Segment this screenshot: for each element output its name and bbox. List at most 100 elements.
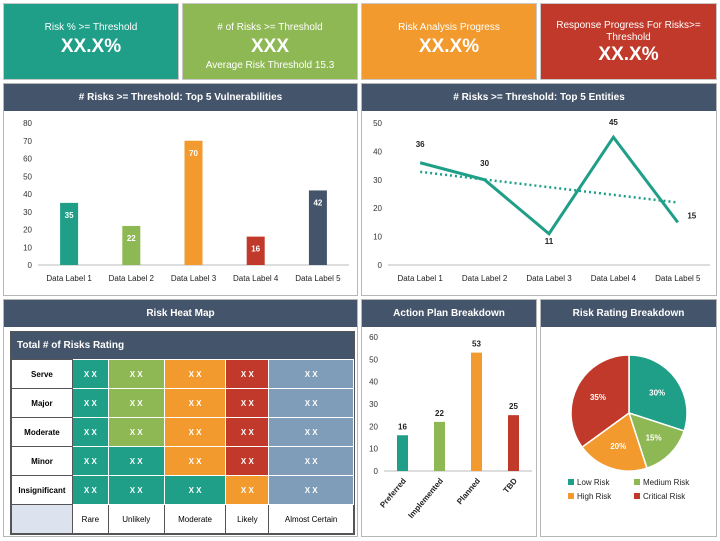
legend-swatch bbox=[634, 479, 640, 485]
action-plan-chart: 0 10 20 30 40 50 60 16 Preferred 22 Implemented 53 P… bbox=[369, 333, 532, 520]
y-tick-label: 40 bbox=[23, 190, 32, 199]
heatmap-title: Total # of Risks Rating bbox=[11, 332, 354, 359]
x-tick-label: Data Label 2 bbox=[462, 274, 508, 283]
panel-title: # Risks >= Threshold: Top 5 Vulnerabilit… bbox=[4, 84, 357, 111]
bar-data-label: 22 bbox=[127, 234, 136, 243]
heatmap-row-label: Serve bbox=[11, 359, 73, 389]
y-tick-label: 0 bbox=[374, 467, 379, 476]
y-tick-label: 10 bbox=[23, 243, 32, 252]
y-tick-label: 30 bbox=[369, 400, 378, 409]
y-tick-label: 50 bbox=[369, 355, 378, 364]
bar-data-label: 25 bbox=[509, 402, 518, 411]
bar-data-label: 16 bbox=[398, 422, 407, 431]
kpi-risk-percent: Risk % >= Threshold XX.X% bbox=[3, 3, 179, 80]
pie-slice bbox=[581, 411, 648, 472]
heatmap-col-label: Rare bbox=[71, 504, 109, 534]
vulnerabilities-panel: # Risks >= Threshold: Top 5 Vulnerabilit… bbox=[3, 83, 358, 296]
heatmap-cell: X X bbox=[71, 417, 109, 447]
y-tick-label: 10 bbox=[369, 445, 378, 454]
heatmap-cell: X X bbox=[225, 475, 270, 505]
x-tick-label: Data Label 4 bbox=[591, 274, 637, 283]
y-tick-label: 20 bbox=[373, 204, 382, 213]
kpi-label: # of Risks >= Threshold bbox=[217, 22, 323, 33]
bar-data-label: 35 bbox=[65, 211, 74, 220]
x-tick-label: Data Label 4 bbox=[233, 274, 279, 283]
kpi-sub: Average Risk Threshold 15.3 bbox=[205, 60, 335, 71]
heatmap-cell: X X bbox=[71, 475, 109, 505]
x-tick-label: Data Label 1 bbox=[46, 274, 92, 283]
y-tick-label: 10 bbox=[373, 233, 382, 242]
heatmap-cell: X X bbox=[163, 388, 227, 418]
rating-pie-chart: 30% 15% 20% 35% Low Risk Medium Risk High Risk… bbox=[568, 354, 690, 501]
x-tick-label: Data Label 1 bbox=[398, 274, 444, 283]
heatmap-col-label: Moderate bbox=[163, 504, 227, 534]
heatmap-cell: X X bbox=[107, 446, 165, 476]
y-tick-label: 30 bbox=[23, 208, 32, 217]
kpi-label: Risk % >= Threshold bbox=[44, 22, 138, 33]
panel-title: Risk Heat Map bbox=[4, 300, 357, 327]
heatmap-col-label: Likely bbox=[225, 504, 270, 534]
kpi-label: Response Progress For Risks>= Threshold bbox=[556, 20, 701, 43]
heatmap-cell: X X bbox=[268, 417, 354, 447]
vulnerabilities-chart: 0 10 20 30 40 50 60 70 80 35 Data Label 1 22 Data La… bbox=[23, 119, 349, 283]
kpi-response-progress: Response Progress For Risks>= Threshold … bbox=[540, 3, 717, 80]
y-tick-label: 70 bbox=[23, 137, 32, 146]
heatmap-row-label: Minor bbox=[11, 446, 73, 476]
heatmap-cell: X X bbox=[268, 359, 354, 389]
bar-data-label: 70 bbox=[189, 149, 198, 158]
slice-data-label: 35% bbox=[590, 393, 606, 402]
heatmap-cell: X X bbox=[225, 417, 270, 447]
x-tick-label: Preferred bbox=[378, 476, 408, 509]
heatmap-cell: X X bbox=[71, 446, 109, 476]
heatmap-panel: Risk Heat Map Total # of Risks Rating Se… bbox=[3, 299, 358, 537]
kpi-label: Risk Analysis Progress bbox=[398, 22, 500, 33]
bar-data-label: 16 bbox=[251, 245, 260, 254]
kpi-analysis-progress: Risk Analysis Progress XX.X% bbox=[361, 3, 537, 80]
y-tick-label: 40 bbox=[369, 378, 378, 387]
y-tick-label: 0 bbox=[28, 261, 33, 270]
legend-swatch bbox=[568, 479, 574, 485]
x-tick-label: Data Label 5 bbox=[295, 274, 341, 283]
bar bbox=[122, 225, 141, 265]
x-tick-label: Data Label 3 bbox=[171, 274, 217, 283]
y-tick-label: 80 bbox=[23, 119, 32, 128]
pie-slice bbox=[570, 354, 630, 449]
kpi-value: XX.X% bbox=[598, 44, 659, 65]
panel-title: # Risks >= Threshold: Top 5 Entities bbox=[362, 84, 716, 111]
heatmap-cell: X X bbox=[268, 388, 354, 418]
bar bbox=[434, 421, 445, 471]
slice-data-label: 30% bbox=[649, 389, 665, 398]
heatmap-row-label: Insignificant bbox=[11, 475, 73, 505]
heatmap-cell: X X bbox=[225, 359, 270, 389]
x-tick-label: Data Label 5 bbox=[655, 274, 701, 283]
heatmap-cell: X X bbox=[163, 446, 227, 476]
heatmap-cell: X X bbox=[163, 359, 227, 389]
bar bbox=[184, 140, 203, 265]
y-tick-label: 50 bbox=[23, 172, 32, 181]
legend-label: Critical Risk bbox=[643, 492, 686, 501]
heatmap-col-label-row: Rare Unlikely Moderate Likely Almost Certain bbox=[11, 504, 354, 534]
rating-panel: Risk Rating Breakdown 30% 15% 20% 35% Low Ri… bbox=[540, 299, 717, 537]
y-tick-label: 0 bbox=[378, 261, 383, 270]
bar-data-label: 22 bbox=[435, 409, 444, 418]
heatmap-cell: X X bbox=[71, 388, 109, 418]
heatmap-cell: X X bbox=[225, 446, 270, 476]
action-plan-panel: Action Plan Breakdown 0 10 20 30 40 50 60 16 Pre… bbox=[361, 299, 537, 537]
y-tick-label: 20 bbox=[369, 422, 378, 431]
point-data-label: 30 bbox=[480, 159, 489, 168]
y-tick-label: 20 bbox=[23, 226, 32, 235]
x-tick-label: TBD bbox=[502, 476, 520, 495]
legend-label: Medium Risk bbox=[643, 478, 690, 487]
y-tick-label: 30 bbox=[373, 176, 382, 185]
bar bbox=[308, 190, 327, 265]
heatmap-cell: X X bbox=[107, 417, 165, 447]
x-tick-label: Planned bbox=[455, 476, 482, 506]
heatmap-cell: X X bbox=[225, 388, 270, 418]
point-data-label: 36 bbox=[416, 140, 425, 149]
heatmap-cell: X X bbox=[268, 475, 354, 505]
